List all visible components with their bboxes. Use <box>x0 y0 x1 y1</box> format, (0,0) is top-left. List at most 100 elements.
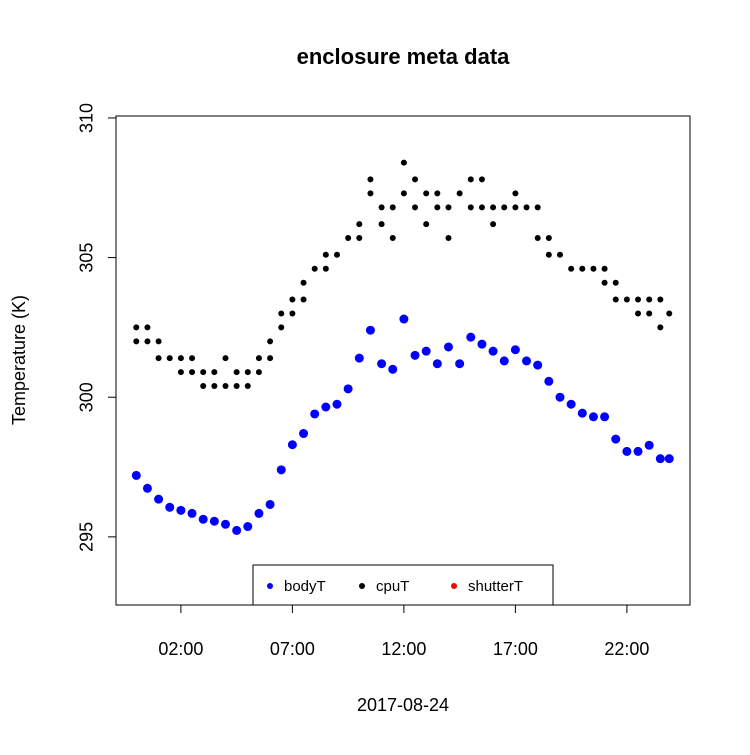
point <box>556 251 563 258</box>
point <box>365 325 375 335</box>
legend-box <box>252 564 554 606</box>
point <box>434 190 441 197</box>
point <box>510 345 520 355</box>
point <box>222 355 229 362</box>
point <box>612 296 619 303</box>
point <box>244 369 251 376</box>
point <box>445 204 452 211</box>
point <box>400 190 407 197</box>
point <box>321 402 331 412</box>
point <box>378 221 385 228</box>
point <box>467 204 474 211</box>
legend-label: shutterT <box>468 578 523 595</box>
legend-marker <box>267 583 273 589</box>
point <box>255 369 262 376</box>
point <box>534 204 541 211</box>
chart-title: enclosure meta data <box>297 44 511 69</box>
point <box>432 359 442 369</box>
point <box>399 314 409 324</box>
point <box>276 465 286 475</box>
point <box>244 383 251 390</box>
point <box>666 310 673 317</box>
point <box>299 429 309 439</box>
point <box>265 499 275 509</box>
point <box>322 265 329 272</box>
point <box>209 516 219 526</box>
point <box>287 440 297 450</box>
point <box>332 399 342 409</box>
point <box>523 204 530 211</box>
point <box>131 470 141 480</box>
point <box>378 204 385 211</box>
point <box>477 339 487 349</box>
point <box>144 324 151 331</box>
point <box>233 369 240 376</box>
x-tick-label: 07:00 <box>270 639 315 659</box>
y-tick-label: 310 <box>77 103 97 133</box>
point <box>222 383 229 390</box>
point <box>423 190 430 197</box>
x-tick-label: 22:00 <box>604 639 649 659</box>
point <box>445 235 452 242</box>
point <box>522 356 532 366</box>
point <box>633 446 643 456</box>
point <box>267 355 274 362</box>
point <box>310 409 320 419</box>
point <box>289 296 296 303</box>
point <box>455 359 465 369</box>
point <box>601 265 608 272</box>
point <box>211 383 218 390</box>
point <box>144 338 151 345</box>
point <box>354 353 364 363</box>
point <box>254 508 264 518</box>
point <box>255 355 262 362</box>
point <box>544 376 554 386</box>
point <box>367 190 374 197</box>
point <box>220 519 230 529</box>
y-tick-label: 300 <box>77 382 97 412</box>
point <box>154 494 164 504</box>
point <box>189 355 196 362</box>
point <box>421 346 431 356</box>
point <box>176 505 186 515</box>
point <box>555 392 565 402</box>
point <box>456 190 463 197</box>
point <box>133 324 140 331</box>
point <box>623 296 630 303</box>
point <box>322 251 329 258</box>
point <box>644 440 654 450</box>
point <box>177 355 184 362</box>
point <box>657 324 664 331</box>
point <box>389 235 396 242</box>
point <box>278 324 285 331</box>
point <box>198 514 208 524</box>
point <box>177 369 184 376</box>
point <box>200 383 207 390</box>
point <box>300 279 307 286</box>
point <box>566 399 576 409</box>
point <box>278 310 285 317</box>
point <box>412 176 419 183</box>
legend-label: bodyT <box>284 578 326 595</box>
point <box>601 279 608 286</box>
x-tick-label: 02:00 <box>158 639 203 659</box>
point <box>490 221 497 228</box>
point <box>533 360 543 370</box>
point <box>133 338 140 345</box>
point <box>410 350 420 360</box>
point <box>512 190 519 197</box>
point <box>467 176 474 183</box>
point <box>478 204 485 211</box>
point <box>243 522 253 532</box>
point <box>400 159 407 166</box>
point <box>488 346 498 356</box>
point <box>343 384 353 394</box>
point <box>389 204 396 211</box>
point <box>142 483 152 493</box>
x-axis-label: 2017-08-24 <box>357 695 449 715</box>
point <box>588 412 598 422</box>
point <box>655 454 665 464</box>
point <box>345 235 352 242</box>
